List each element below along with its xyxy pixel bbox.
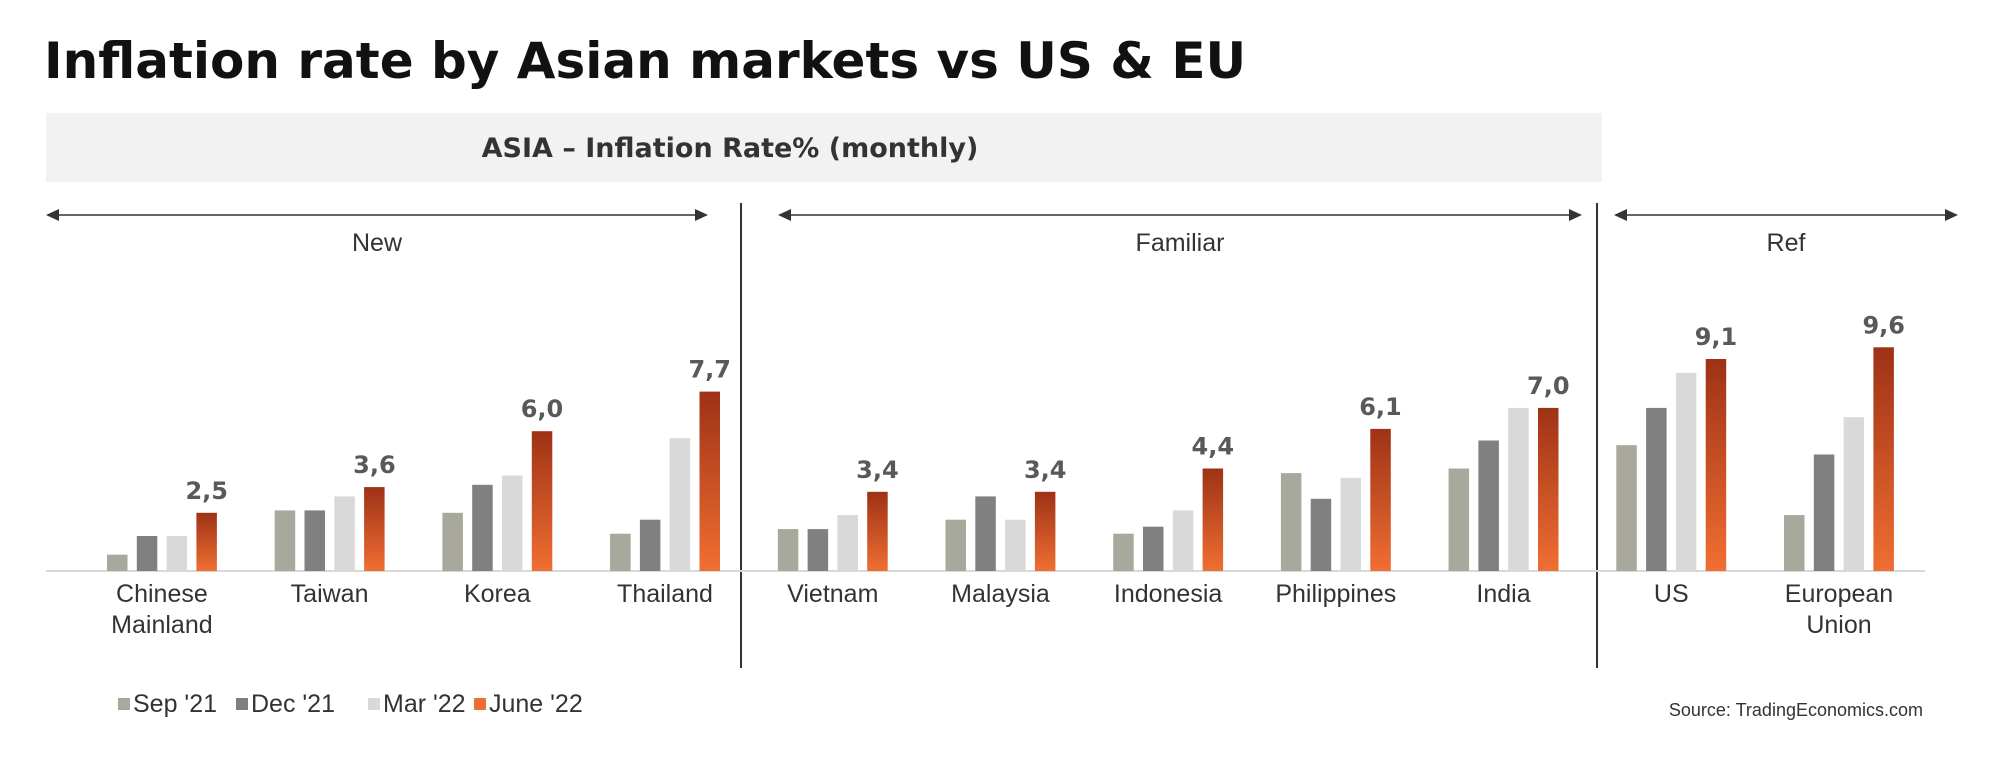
category-labels: Chinese Mainland Taiwan Korea Thailand Vietna… xyxy=(111,580,1893,639)
group-label-1: New xyxy=(352,229,403,257)
legend-label-1: Sep '21 xyxy=(133,690,217,718)
category-label-2: Taiwan xyxy=(291,580,369,608)
bar-2-1 xyxy=(136,536,158,571)
bar-2-11 xyxy=(1813,454,1835,571)
legend-swatch-1 xyxy=(118,698,130,710)
category-label-7: Indonesia xyxy=(1114,580,1223,608)
legend-swatch-4 xyxy=(474,698,486,710)
banner-title: ASIA – Inflation Rate% (monthly) xyxy=(482,133,979,164)
bar-2-9 xyxy=(1478,440,1499,571)
bar-2-4 xyxy=(639,519,661,571)
data-label-7: 4,4 xyxy=(1192,433,1235,461)
bar-3-9 xyxy=(1508,407,1529,571)
bar-1-8 xyxy=(1280,473,1302,571)
bar-1-10 xyxy=(1616,445,1637,571)
bar-4-11 xyxy=(1873,347,1894,571)
category-label-3: Korea xyxy=(464,580,531,608)
bar-2-10 xyxy=(1646,407,1667,571)
bar-1-2 xyxy=(274,510,296,571)
group-arrow-left-2 xyxy=(778,209,791,221)
bar-3-1 xyxy=(166,536,188,571)
bar-3-10 xyxy=(1675,372,1697,571)
bar-3-11 xyxy=(1843,417,1865,571)
category-label-4: Thailand xyxy=(617,580,713,608)
group-arrow-right-1 xyxy=(695,209,708,221)
group-label-3: Ref xyxy=(1767,229,1806,257)
bar-4-10 xyxy=(1705,359,1727,571)
group-headers: New Familiar Ref xyxy=(46,209,1958,257)
bar-4-2 xyxy=(364,487,385,571)
data-label-2: 3,6 xyxy=(353,451,396,479)
bar-1-4 xyxy=(610,533,631,571)
bar-2-8 xyxy=(1310,498,1332,571)
bar-1-5 xyxy=(777,529,799,571)
data-labels: 2,5 3,6 6,0 7,7 3,4 3,4 4,4 6,1 7,0 9,1 9,6 xyxy=(185,311,1905,505)
bar-3-6 xyxy=(1005,519,1026,571)
group-arrow-right-2 xyxy=(1569,209,1582,221)
group-dividers xyxy=(740,203,1598,668)
category-label-5: Vietnam xyxy=(787,580,878,608)
category-label-1: Chinese Mainland xyxy=(111,580,212,639)
bar-1-3 xyxy=(442,512,463,572)
bar-3-2 xyxy=(334,496,355,571)
bar-2-7 xyxy=(1143,526,1164,571)
bar-3-7 xyxy=(1172,510,1194,571)
data-label-4: 7,7 xyxy=(688,356,731,384)
bar-4-9 xyxy=(1538,407,1559,571)
data-label-8: 6,1 xyxy=(1359,393,1402,421)
group-label-2: Familiar xyxy=(1136,229,1225,257)
bar-3-8 xyxy=(1340,477,1361,571)
bar-2-2 xyxy=(304,510,325,571)
legend-label-3: Mar '22 xyxy=(383,690,466,718)
bar-1-11 xyxy=(1784,515,1805,571)
bar-1-6 xyxy=(945,519,966,571)
bars xyxy=(107,347,1894,572)
bar-3-4 xyxy=(669,438,691,571)
bar-4-6 xyxy=(1034,491,1056,571)
category-label-11: European Union xyxy=(1785,580,1893,639)
bar-3-3 xyxy=(502,475,523,571)
data-label-10: 9,1 xyxy=(1695,323,1738,351)
bar-1-1 xyxy=(107,554,128,571)
bar-2-5 xyxy=(807,529,829,571)
bar-4-5 xyxy=(867,491,888,571)
data-label-11: 9,6 xyxy=(1862,311,1905,339)
legend-swatch-3 xyxy=(368,698,380,710)
banner-background xyxy=(46,113,1602,182)
bar-2-3 xyxy=(472,484,493,571)
chart-title: Inflation rate by Asian markets vs US & … xyxy=(44,32,1246,90)
bar-4-1 xyxy=(196,512,217,572)
bar-4-4 xyxy=(699,391,720,571)
bar-3-5 xyxy=(837,515,858,571)
legend-swatch-2 xyxy=(236,698,248,710)
data-label-6: 3,4 xyxy=(1024,456,1067,484)
bar-1-7 xyxy=(1113,533,1134,571)
bar-4-8 xyxy=(1370,428,1391,571)
bar-2-6 xyxy=(975,496,996,571)
group-arrow-right-3 xyxy=(1945,209,1958,221)
group-arrow-left-1 xyxy=(46,209,59,221)
category-label-6: Malaysia xyxy=(951,580,1050,608)
bar-1-9 xyxy=(1448,468,1470,571)
bar-4-7 xyxy=(1202,468,1224,571)
group-arrow-left-3 xyxy=(1614,209,1627,221)
data-label-5: 3,4 xyxy=(856,456,899,484)
legend-label-2: Dec '21 xyxy=(251,690,335,718)
category-label-9: India xyxy=(1476,580,1530,608)
legend: Sep '21 Dec '21 Mar '22 June '22 xyxy=(118,690,583,718)
category-label-10: US xyxy=(1654,580,1689,608)
legend-label-4: June '22 xyxy=(489,690,583,718)
category-label-8: Philippines xyxy=(1275,580,1396,608)
source-note: Source: TradingEconomics.com xyxy=(1669,700,1923,720)
bar-4-3 xyxy=(531,431,553,571)
data-label-9: 7,0 xyxy=(1527,372,1570,400)
data-label-1: 2,5 xyxy=(185,477,228,505)
data-label-3: 6,0 xyxy=(521,395,564,423)
